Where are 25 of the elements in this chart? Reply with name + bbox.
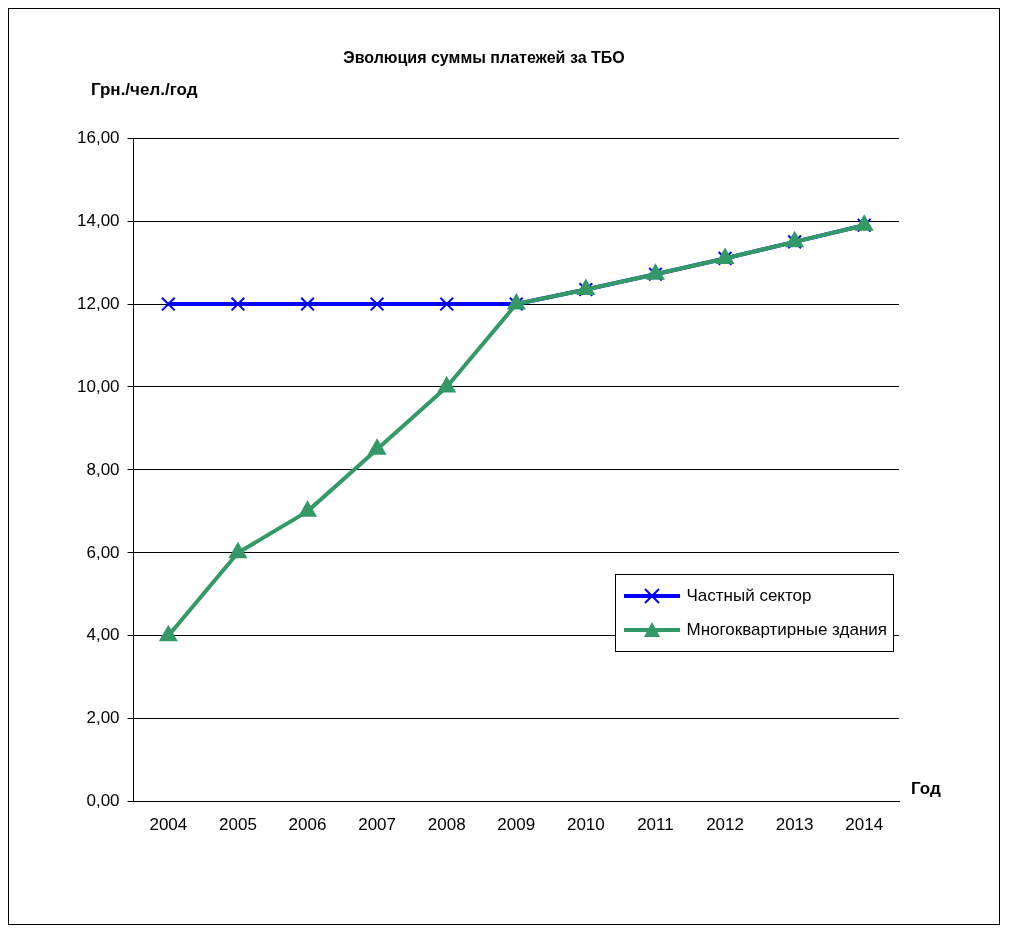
y-tick-label: 2,00 xyxy=(86,708,120,728)
x-tick-label: 2006 xyxy=(288,815,327,835)
x-tick-label: 2010 xyxy=(566,815,605,835)
y-tick-label: 16,00 xyxy=(76,127,120,147)
y-tick-label: 4,00 xyxy=(86,625,120,645)
y-tick-label: 12,00 xyxy=(76,293,120,313)
chart-title: Эволюция суммы платежей за ТБО xyxy=(343,49,625,67)
x-tick-label: 2005 xyxy=(219,815,257,835)
y-tick-label: 6,00 xyxy=(86,542,120,562)
x-tick-label: 2007 xyxy=(358,815,397,835)
x-tick-label: 2013 xyxy=(775,815,814,835)
y-tick-label: 14,00 xyxy=(76,210,120,230)
x-tick-label: 2014 xyxy=(845,815,884,835)
x-axis-title: Год xyxy=(911,779,941,799)
x-tick-label: 2011 xyxy=(637,815,674,835)
y-tick-label: 0,00 xyxy=(86,791,120,811)
y-tick-label: 10,00 xyxy=(76,376,120,396)
x-tick-label: 2004 xyxy=(149,815,188,835)
x-tick-label: 2012 xyxy=(706,815,744,835)
y-tick-label: 8,00 xyxy=(86,459,120,479)
x-tick-label: 2008 xyxy=(427,815,466,835)
legend-label: Частный сектор xyxy=(686,586,812,606)
x-tick-label: 2009 xyxy=(497,815,536,835)
legend-label: Многоквартирные здания xyxy=(686,620,887,640)
y-axis-title: Грн./чел./год xyxy=(91,80,198,99)
